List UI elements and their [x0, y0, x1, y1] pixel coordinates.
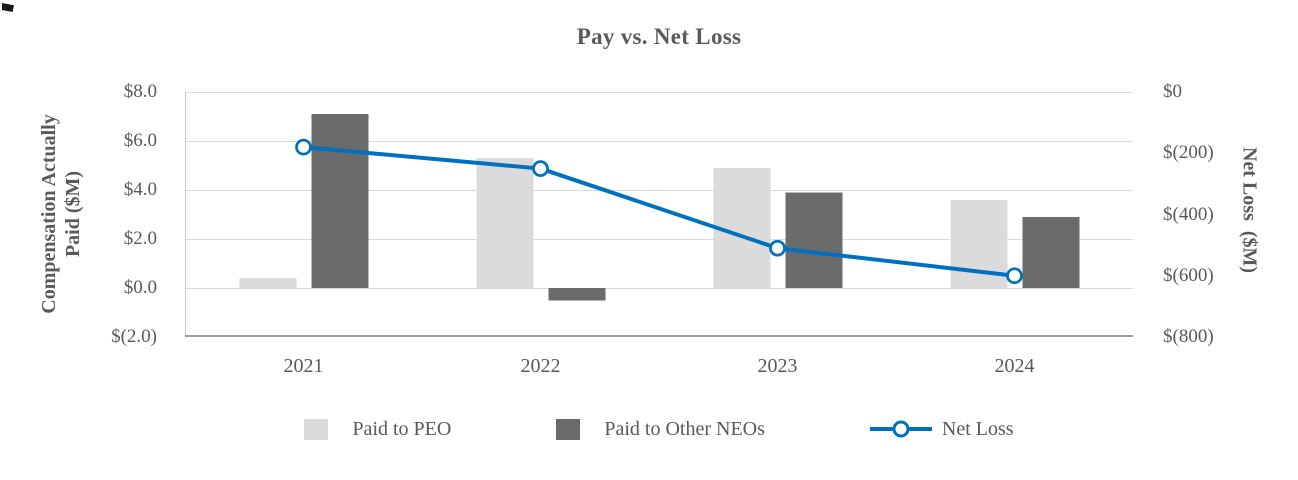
left-axis-tick-label: $(2.0)	[111, 326, 157, 347]
bar-paid-to-other-neos-2022	[548, 288, 606, 301]
x-axis-label-2024: 2024	[994, 355, 1035, 377]
chart-legend: Paid to PEO Paid to Other NEOs Net Loss	[185, 413, 1133, 445]
right-axis-tick-label: $0	[1163, 81, 1182, 102]
x-axis-label-2021: 2021	[283, 355, 324, 377]
x-axis-label-2023: 2023	[757, 355, 798, 377]
legend-item-paid-to-other-neos: Paid to Other NEOs	[556, 418, 765, 441]
right-axis-tick-label: $(600)	[1163, 264, 1214, 286]
legend-line-marker-icon	[869, 419, 932, 440]
legend-label: Net Loss	[941, 417, 1014, 440]
bar-paid-to-other-neos-2024	[1022, 216, 1080, 288]
legend-swatch-icon	[556, 418, 581, 440]
bar-paid-to-other-neos-2021	[311, 114, 369, 288]
net-loss-marker-2021	[295, 138, 312, 156]
left-axis-tick-label: $2.0	[123, 228, 157, 249]
net-loss-line	[301, 145, 1017, 278]
net-loss-marker-2022	[532, 160, 549, 177]
net-loss-marker-2024	[1006, 267, 1023, 285]
legend-swatch-icon	[304, 418, 329, 440]
left-axis-tick-label: $4.0	[123, 179, 157, 200]
bar-paid-to-other-neos-2023	[785, 192, 843, 288]
left-axis-tick-label: $0.0	[123, 277, 157, 298]
left-axis-tick-label: $8.0	[123, 81, 157, 102]
x-axis-label-2022: 2022	[520, 355, 561, 377]
right-axis-tick-label: $(200)	[1163, 142, 1214, 164]
legend-label: Paid to Other NEOs	[604, 417, 765, 440]
left-axis-tick-label: $6.0	[123, 130, 157, 151]
plot-area	[185, 92, 1133, 337]
chart-title: Pay vs. Net Loss	[576, 24, 742, 49]
legend-label: Paid to PEO	[352, 417, 452, 440]
bar-paid-to-peo-2022	[476, 158, 534, 288]
right-axis-tick-label: $(800)	[1163, 326, 1214, 347]
bar-paid-to-peo-2021	[239, 278, 297, 288]
right-axis-tick-label: $(400)	[1163, 203, 1214, 225]
corner-artifact-mark	[2, 3, 14, 12]
legend-item-net-loss: Net Loss	[869, 417, 1014, 441]
legend-item-paid-to-peo: Paid to PEO	[304, 418, 451, 441]
net-loss-marker-2023	[769, 239, 786, 257]
